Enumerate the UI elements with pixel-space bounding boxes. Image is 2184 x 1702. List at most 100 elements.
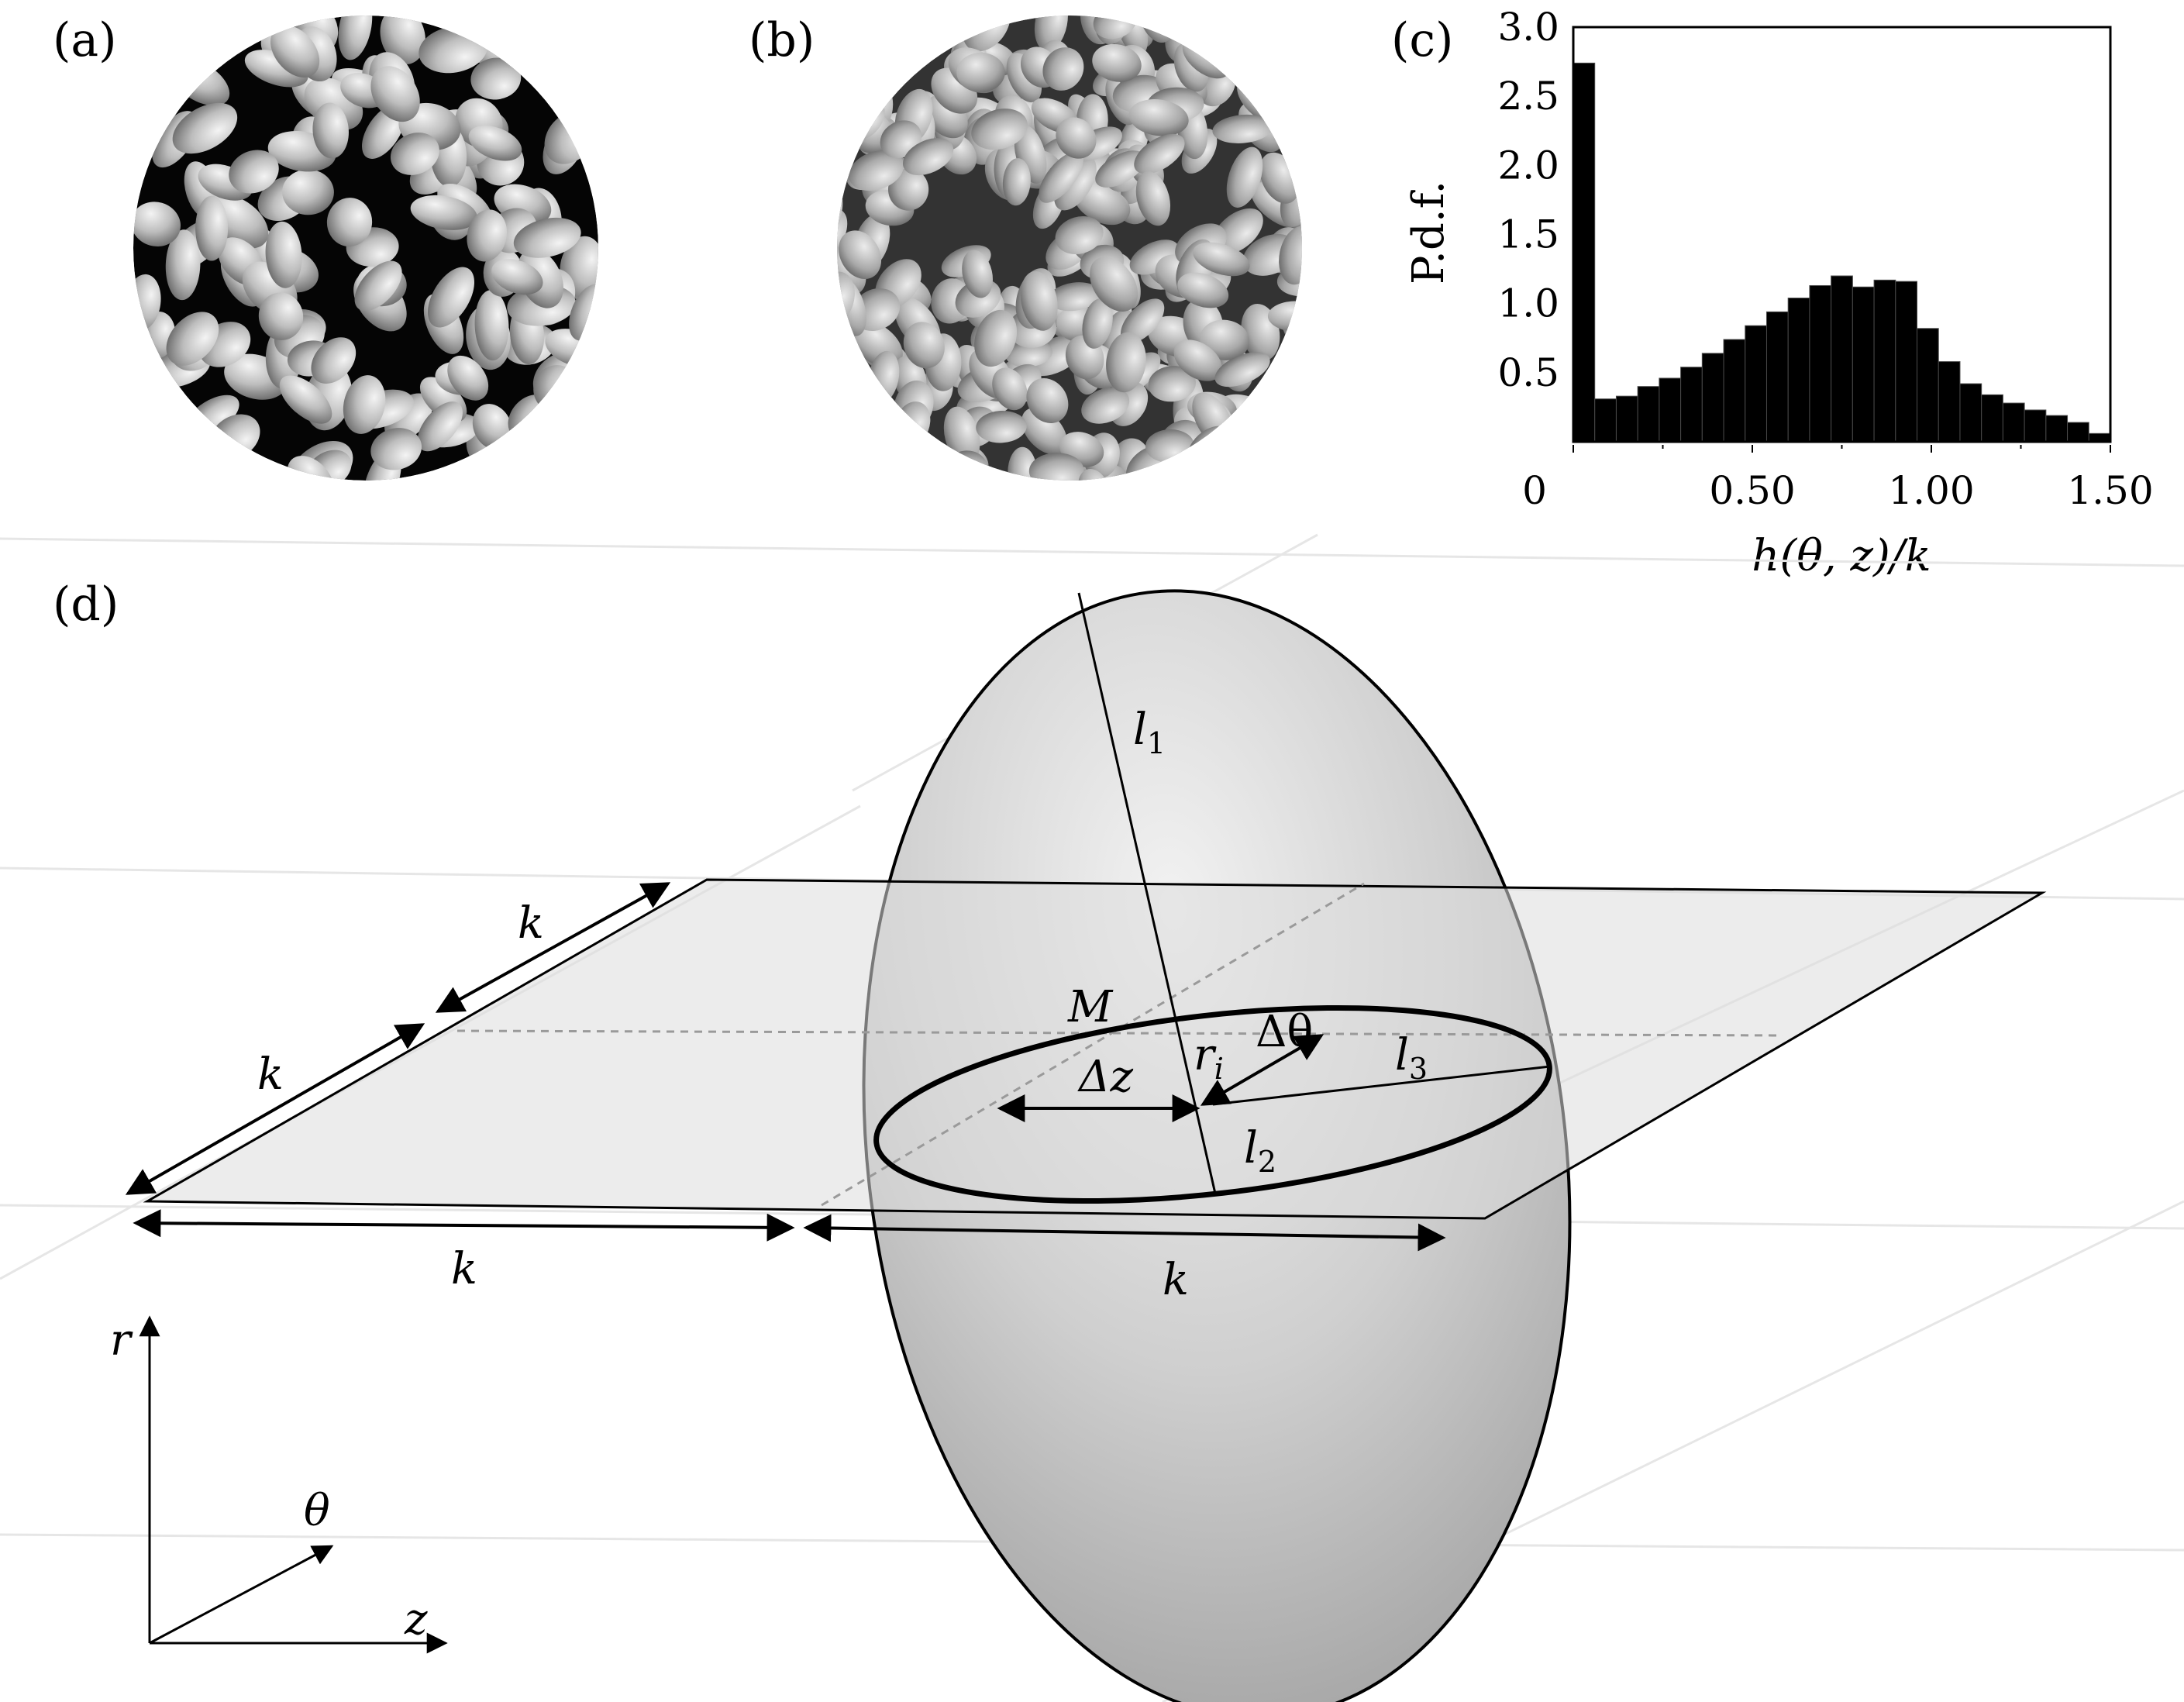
histogram-bar bbox=[1765, 311, 1789, 443]
histogram-bar bbox=[1831, 275, 1853, 443]
label-k-top: k bbox=[518, 898, 544, 949]
histogram-bar bbox=[2024, 409, 2047, 443]
grain bbox=[390, 133, 439, 175]
grain bbox=[417, 401, 463, 452]
label-k-bottom-left: k bbox=[451, 1244, 477, 1294]
grain bbox=[1177, 272, 1229, 308]
grain bbox=[311, 337, 357, 384]
y-tick-label: 3.0 bbox=[1497, 5, 1559, 50]
grain bbox=[370, 428, 422, 470]
label-dz: Δz bbox=[1077, 1052, 1133, 1102]
packing-image-b bbox=[837, 16, 1302, 481]
grain bbox=[976, 410, 1027, 443]
grain bbox=[380, 16, 425, 65]
grain bbox=[974, 309, 1018, 367]
grain bbox=[1173, 339, 1222, 381]
histogram-bar bbox=[1594, 398, 1617, 443]
histogram-bar bbox=[1723, 339, 1746, 443]
grain bbox=[513, 217, 581, 258]
histogram-bar bbox=[1917, 328, 1939, 443]
x-axis-title: h(θ, z)/k bbox=[1752, 531, 1931, 581]
grain bbox=[265, 221, 302, 288]
grain bbox=[279, 375, 332, 424]
grain bbox=[1054, 155, 1097, 211]
k-arrow-bottom-right bbox=[803, 1214, 1446, 1252]
panel-label-d: (d) bbox=[53, 577, 119, 632]
grain bbox=[282, 169, 334, 215]
histogram-bar bbox=[1809, 284, 1832, 443]
grain bbox=[1034, 16, 1068, 51]
y-tick-label: 0.5 bbox=[1497, 350, 1559, 395]
grain bbox=[370, 66, 420, 122]
histogram-bar bbox=[1938, 361, 1961, 443]
histogram-bar bbox=[1701, 353, 1724, 443]
k-arrow-left bbox=[125, 1023, 425, 1195]
grain bbox=[1002, 158, 1031, 206]
grain bbox=[258, 292, 304, 340]
grain bbox=[195, 195, 229, 261]
histogram-bar bbox=[2067, 422, 2089, 443]
grain bbox=[1135, 171, 1171, 226]
y-tick-label: 2.5 bbox=[1497, 74, 1559, 119]
x-tick-label: 0.50 bbox=[1709, 468, 1795, 513]
grain bbox=[166, 312, 219, 366]
y-tick-label: 1.5 bbox=[1497, 212, 1559, 257]
histogram-bar bbox=[1659, 377, 1682, 443]
grain bbox=[354, 260, 402, 312]
grain bbox=[1048, 282, 1101, 312]
axis-line-l1 bbox=[1077, 592, 1217, 1194]
grain bbox=[172, 102, 238, 154]
histogram-bar bbox=[1873, 279, 1896, 443]
grain bbox=[887, 168, 929, 211]
label-axis-theta: θ bbox=[304, 1486, 330, 1536]
grain bbox=[1020, 270, 1058, 331]
histogram-bar bbox=[1852, 286, 1875, 443]
grain bbox=[468, 126, 522, 161]
grain bbox=[270, 25, 320, 78]
histogram-bar bbox=[2002, 402, 2025, 443]
x-tick-label: 1.50 bbox=[2067, 468, 2153, 513]
k-arrow-bottom-left bbox=[133, 1209, 795, 1242]
grain bbox=[962, 250, 994, 298]
grain bbox=[467, 209, 508, 262]
histogram-chart: 0.5 1.0 1.5 2.0 2.5 3.0 0 0.50 1.00 1.50 P.d.f. h… bbox=[1404, 5, 2154, 581]
grain bbox=[1095, 150, 1145, 188]
grain bbox=[839, 230, 882, 280]
grain bbox=[1082, 298, 1113, 349]
histogram-bar bbox=[1959, 383, 1982, 443]
grain bbox=[1212, 114, 1273, 143]
histogram-bars bbox=[1573, 62, 2111, 443]
grain bbox=[903, 322, 945, 369]
histogram-bar bbox=[1981, 394, 2003, 443]
grain bbox=[474, 290, 509, 361]
grain bbox=[165, 229, 201, 301]
label-k-bottom-right: k bbox=[1163, 1255, 1189, 1305]
grain bbox=[1193, 242, 1250, 277]
grain bbox=[1134, 133, 1185, 174]
histogram-bar bbox=[1745, 325, 1767, 443]
label-l3: l3 bbox=[1395, 1030, 1428, 1086]
grain bbox=[849, 150, 904, 191]
grain bbox=[312, 102, 349, 159]
label-l2: l2 bbox=[1244, 1123, 1276, 1179]
label-k-left: k bbox=[257, 1049, 284, 1100]
grain bbox=[1106, 332, 1146, 393]
grain bbox=[1092, 43, 1142, 82]
histogram-ticks: 0.5 1.0 1.5 2.0 2.5 3.0 0 0.50 1.00 1.50 bbox=[1497, 5, 2153, 513]
grain bbox=[992, 367, 1028, 411]
grain bbox=[971, 109, 1028, 150]
grain bbox=[1081, 388, 1130, 424]
y-axis-title: P.d.f. bbox=[1404, 181, 1454, 284]
grain bbox=[1226, 146, 1263, 208]
grain bbox=[1128, 99, 1189, 136]
panel-label-c: (c) bbox=[1391, 13, 1453, 67]
label-dtheta: Δθ bbox=[1256, 1007, 1313, 1057]
packing-image-a bbox=[133, 16, 598, 481]
grain bbox=[133, 202, 181, 246]
histogram-bar bbox=[2045, 415, 2069, 443]
grain bbox=[1039, 151, 1083, 203]
histogram-bar bbox=[1637, 386, 1660, 443]
label-axis-z: z bbox=[404, 1594, 428, 1645]
label-l1: l1 bbox=[1133, 705, 1166, 760]
